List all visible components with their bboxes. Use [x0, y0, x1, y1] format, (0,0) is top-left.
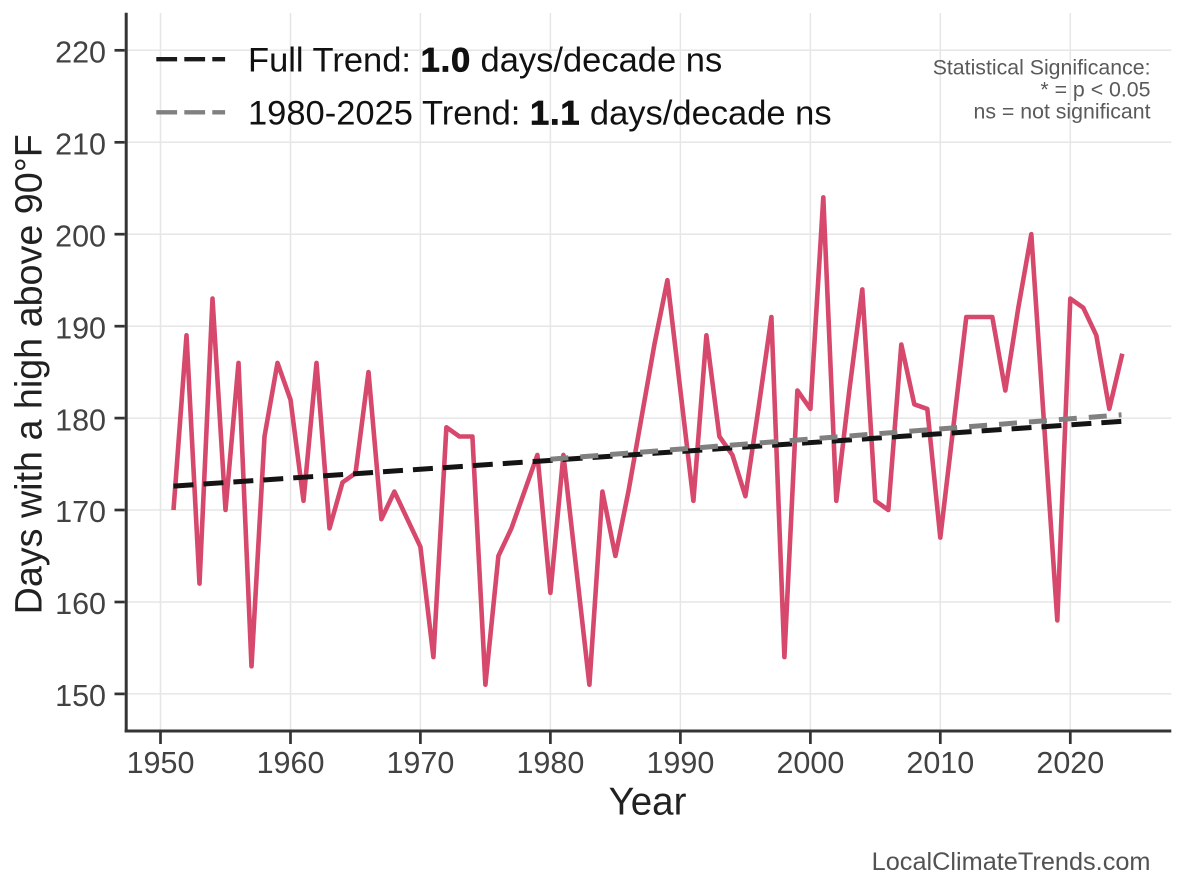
svg-text:220: 220	[55, 36, 106, 70]
svg-text:Year: Year	[609, 781, 687, 824]
svg-text:170: 170	[55, 495, 106, 529]
svg-text:180: 180	[55, 403, 106, 437]
svg-text:LocalClimateTrends.com: LocalClimateTrends.com	[872, 848, 1151, 876]
svg-text:1950: 1950	[127, 746, 195, 780]
svg-text:Days with a high above 90°F: Days with a high above 90°F	[7, 134, 49, 614]
svg-text:* = p < 0.05: * = p < 0.05	[1040, 78, 1150, 102]
svg-text:1970: 1970	[386, 746, 454, 780]
svg-text:190: 190	[55, 311, 106, 345]
svg-text:2020: 2020	[1036, 746, 1104, 780]
svg-text:2010: 2010	[906, 746, 974, 780]
svg-text:210: 210	[55, 128, 106, 162]
svg-text:200: 200	[55, 219, 106, 253]
svg-text:Statistical Significance:: Statistical Significance:	[933, 56, 1151, 80]
svg-text:150: 150	[55, 679, 106, 713]
svg-text:1980-2025 Trend: 1.1 days/deca: 1980-2025 Trend: 1.1 days/decade ns	[248, 94, 832, 132]
svg-text:1960: 1960	[257, 746, 325, 780]
svg-text:2000: 2000	[776, 746, 844, 780]
svg-text:ns = not significant: ns = not significant	[974, 99, 1151, 123]
svg-text:160: 160	[55, 587, 106, 621]
svg-text:1990: 1990	[646, 746, 714, 780]
svg-text:Full Trend: 1.0 days/decade ns: Full Trend: 1.0 days/decade ns	[248, 41, 722, 79]
svg-text:1980: 1980	[516, 746, 584, 780]
